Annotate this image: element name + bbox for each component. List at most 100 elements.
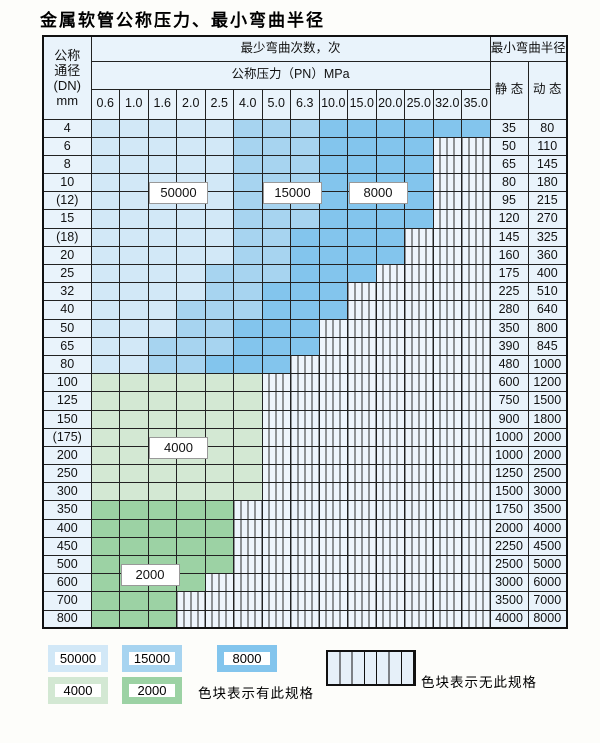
- spec-cell: [176, 409, 206, 429]
- spec-cell: [318, 154, 348, 175]
- no-spec-cell: [375, 609, 405, 629]
- spec-cell: [176, 227, 206, 247]
- page-title: 金属软管公称压力、最小弯曲半径: [40, 11, 325, 31]
- table-row: 450 2250 4500: [42, 536, 568, 557]
- dynamic-value-cell: 4000: [527, 518, 568, 538]
- dn-cell: 10: [42, 173, 92, 193]
- dn-cell: 25: [42, 263, 92, 284]
- dn-cell: 50: [42, 318, 92, 338]
- spec-cell: [318, 282, 348, 302]
- spec-cell: [90, 373, 120, 393]
- no-spec-cell: [347, 554, 377, 575]
- spec-cell: [233, 445, 263, 466]
- spec-cell: [404, 136, 434, 156]
- spec-cell: [119, 445, 149, 466]
- dynamic-value-cell: 180: [527, 173, 568, 193]
- spec-cell: [119, 173, 149, 193]
- spec-cell: [119, 245, 149, 266]
- no-spec-cell: [261, 482, 291, 502]
- no-spec-cell: [233, 591, 263, 611]
- spec-cell: [119, 591, 149, 611]
- bend-count-header-cell: 最少弯曲次数，次: [90, 35, 491, 62]
- spec-cell: [90, 354, 120, 375]
- spec-cell: [119, 518, 149, 538]
- no-spec-cell: [404, 282, 434, 302]
- dn-header-cell: 公称 通径 (DN) mm: [42, 35, 92, 120]
- no-spec-cell: [290, 500, 320, 520]
- no-spec-cell: [318, 464, 348, 484]
- no-spec-cell: [404, 591, 434, 611]
- no-spec-cell: [432, 518, 462, 538]
- spec-cell: [204, 191, 234, 211]
- spec-cell: [318, 118, 348, 138]
- spec-cell: [290, 209, 320, 229]
- no-spec-cell: [176, 591, 206, 611]
- static-value-cell: 95: [489, 191, 529, 211]
- spec-cell: [176, 373, 206, 393]
- spec-cell: [290, 227, 320, 247]
- no-spec-cell: [461, 300, 491, 320]
- spec-cell: [147, 518, 177, 538]
- spec-cell: [147, 282, 177, 302]
- dynamic-value-cell: 800: [527, 318, 568, 338]
- table-row: 15 120 270: [42, 209, 568, 229]
- spec-cell: [347, 245, 377, 266]
- spec-cell: [204, 300, 234, 320]
- no-spec-cell: [404, 354, 434, 375]
- spec-cell: [233, 282, 263, 302]
- no-spec-cell: [347, 354, 377, 375]
- no-spec-cell: [290, 554, 320, 575]
- static-value-cell: 1000: [489, 445, 529, 466]
- no-spec-cell: [432, 536, 462, 557]
- no-spec-cell: [290, 536, 320, 557]
- no-spec-cell: [347, 500, 377, 520]
- spec-cell: [290, 318, 320, 338]
- static-value-cell: 2250: [489, 536, 529, 557]
- no-spec-cell: [176, 609, 206, 629]
- no-spec-cell: [432, 191, 462, 211]
- no-spec-cell: [461, 536, 491, 557]
- no-spec-cell: [261, 409, 291, 429]
- spec-cell: [204, 427, 234, 447]
- spec-cell: [261, 118, 291, 138]
- no-spec-cell: [461, 464, 491, 484]
- spec-cell: [347, 136, 377, 156]
- spec-cell: [261, 318, 291, 338]
- no-spec-cell: [404, 573, 434, 593]
- dynamic-value-cell: 1500: [527, 391, 568, 411]
- dynamic-value-cell: 6000: [527, 573, 568, 593]
- spec-cell: [147, 136, 177, 156]
- spec-cell: [290, 282, 320, 302]
- spec-cell: [261, 263, 291, 284]
- spec-cell: [233, 173, 263, 193]
- spec-table-area: 公称 通径 (DN) mm 最少弯曲次数，次 最小弯曲半径 公称压力（PN）MPa 静 态动 …: [42, 35, 568, 630]
- spec-cell: [90, 391, 120, 411]
- static-value-cell: 225: [489, 282, 529, 302]
- dynamic-value-cell: 3500: [527, 500, 568, 520]
- dn-cell: 200: [42, 445, 92, 466]
- spec-cell: [119, 282, 149, 302]
- no-spec-cell: [375, 336, 405, 356]
- pressure-column-header: 5.0: [261, 88, 291, 120]
- spec-cell: [90, 445, 120, 466]
- dynamic-value-cell: 4500: [527, 536, 568, 557]
- spec-cell: [147, 536, 177, 557]
- spec-cell: [90, 318, 120, 338]
- spec-cell: [147, 391, 177, 411]
- spec-cell: [290, 136, 320, 156]
- no-spec-cell: [461, 354, 491, 375]
- spec-cell: [204, 391, 234, 411]
- spec-cell: [119, 500, 149, 520]
- no-spec-cell: [233, 518, 263, 538]
- spec-cell: [318, 191, 348, 211]
- no-spec-cell: [461, 518, 491, 538]
- spec-cell: [233, 464, 263, 484]
- spec-cell: [204, 336, 234, 356]
- static-value-cell: 3000: [489, 573, 529, 593]
- no-spec-cell: [375, 518, 405, 538]
- spec-cell: [147, 609, 177, 629]
- no-spec-cell: [318, 373, 348, 393]
- no-spec-cell: [233, 609, 263, 629]
- no-spec-cell: [461, 573, 491, 593]
- spec-cell: [90, 173, 120, 193]
